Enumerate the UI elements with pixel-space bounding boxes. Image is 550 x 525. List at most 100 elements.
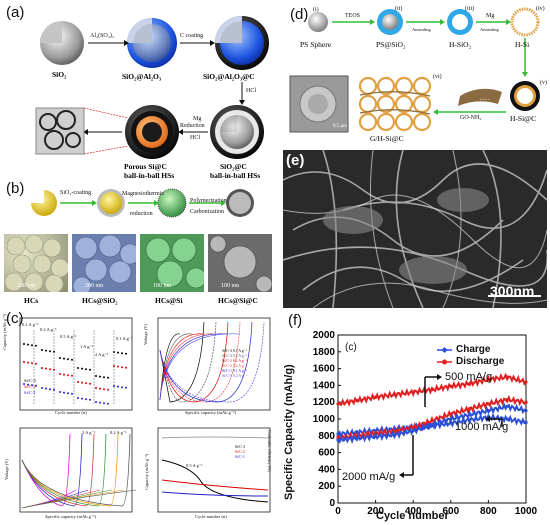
c-tr-leg-3: Si/C-2 0.1 A g⁻¹ <box>222 359 247 363</box>
c-tr-voltage-plot <box>159 321 265 403</box>
c-tl-point <box>99 387 101 390</box>
c-tl-point <box>45 367 47 370</box>
c-br-ce-curve <box>161 436 269 439</box>
sem-image-e <box>283 150 547 308</box>
f-point <box>430 419 434 423</box>
c-tl-point <box>63 391 65 394</box>
arrow-reduction-label: Reduction <box>180 123 205 129</box>
c-tl-point <box>27 383 29 386</box>
f-point <box>505 404 509 408</box>
c-tl-point <box>71 374 73 377</box>
d-step-h-si-c: H-Si@C <box>510 114 537 123</box>
d-step-ps: PS Sphere <box>300 40 332 49</box>
c-br-curve <box>161 491 269 497</box>
node-sio2-c: SiO₂@C <box>220 162 247 171</box>
c-tl-point <box>63 373 65 376</box>
f-point <box>336 438 340 442</box>
c-tl-point <box>103 388 105 391</box>
c-tl-point <box>121 366 123 369</box>
c-tl-point <box>95 387 97 389</box>
f-point <box>374 395 378 399</box>
c-tl-point <box>59 357 61 359</box>
c-bl-curve <box>21 433 119 507</box>
f-point <box>374 429 378 433</box>
c-tl-point <box>23 383 25 385</box>
c-tl-rate-plot <box>23 343 127 405</box>
d-roman-2: (ii) <box>395 6 403 12</box>
f-point <box>486 409 490 413</box>
step-sio2-coating: SiO₂-coating <box>60 190 92 196</box>
c-tl-point <box>27 361 29 364</box>
c-bl-curve <box>21 489 137 509</box>
node-sio2-al2o3-c: SiO₂@Al₂O₃@C <box>203 72 255 81</box>
f-point <box>505 417 509 421</box>
c-tl-point <box>31 384 33 387</box>
arrow-hcl-label: HCl <box>246 88 257 94</box>
panel-e-label: (e) <box>286 152 305 169</box>
c-tl-point <box>125 352 127 355</box>
f-inner-label: (c) <box>345 342 357 353</box>
f-point <box>411 429 415 433</box>
f-xtick-label: 800 <box>480 506 497 517</box>
f-point <box>524 400 528 404</box>
c-bl-curve <box>21 433 95 507</box>
c-legend-2: Si/C-2 <box>24 384 36 389</box>
f-point <box>355 430 359 434</box>
c-tl-point <box>89 382 91 385</box>
arrow-c-label: C coating <box>180 33 204 39</box>
c-tl-point <box>99 401 101 404</box>
c-tl-point <box>35 344 37 347</box>
arrow-mg-label: Mg <box>193 116 202 122</box>
c-rate-6: 0.1 A g⁻¹ <box>116 336 133 341</box>
f-point <box>468 418 472 422</box>
c-tl-point <box>99 375 101 378</box>
c-br-ylabel: Capacity (mAh g⁻¹) <box>144 453 149 490</box>
c-tl-point <box>95 375 97 377</box>
c-br-leg-3: Si/C-1 <box>235 455 245 459</box>
f-xtick-label: 400 <box>405 506 422 517</box>
c-tl-point <box>121 352 123 355</box>
step-carbonization: Carbonization <box>190 209 224 215</box>
c-br-leg-1: Si/C-3 <box>235 445 245 449</box>
c-rate-3: 0.5 A g⁻¹ <box>60 334 77 339</box>
f-xtick-label: 600 <box>442 506 459 517</box>
c-br-frame <box>157 427 271 513</box>
c-tl-point <box>125 366 127 369</box>
f-point <box>392 430 396 434</box>
caption-hcs-sio2: HCs@SiO₂ <box>82 296 118 305</box>
c-tl-point <box>103 376 105 379</box>
f-legend-discharge: Discharge <box>456 356 505 367</box>
c-tl-point <box>81 381 83 384</box>
f-point <box>355 398 359 403</box>
c-tr-leg-2: Si/C-3 0.2 A g⁻¹ <box>222 354 247 358</box>
f-ytick-label: 400 <box>318 464 335 475</box>
c-tl-point <box>45 387 47 390</box>
d-inset-scale: 0.5 μm <box>333 124 348 129</box>
c-tl-point <box>95 401 97 403</box>
c-br-xlabel: Cycle number (n) <box>195 514 227 519</box>
c-tl-point <box>85 368 87 371</box>
panel-f-label: (f) <box>288 312 303 329</box>
c-tl-point <box>77 397 79 399</box>
f-point <box>524 409 528 413</box>
f-point <box>505 398 509 402</box>
c-tl-point <box>49 388 51 391</box>
scale-hcs: 200 nm <box>17 283 36 289</box>
f-point <box>486 377 490 382</box>
panel-c-label: (c) <box>6 310 24 327</box>
f-point <box>392 427 396 431</box>
c-tl-point <box>45 349 47 352</box>
d-roman-1: (i) <box>313 7 319 13</box>
c-bl-xlabel: Specific capacity (mAh g⁻¹) <box>45 514 97 519</box>
f-ytick-label: 1200 <box>313 397 336 408</box>
c-tl-point <box>117 351 119 354</box>
f-x-ticks: 0 200 400 600 800 1000 <box>335 500 538 517</box>
f-ylabel: Specific Capacity (mAh/g) <box>283 364 295 500</box>
f-point <box>449 384 453 388</box>
c-br-curve <box>161 479 269 491</box>
c-tl-point <box>23 343 25 345</box>
c-bl-ylabel: Voltage (V) <box>4 458 9 480</box>
f-point <box>449 417 453 421</box>
c-br-leg-2: Si/C-2 <box>235 450 245 454</box>
f-point <box>336 432 340 436</box>
